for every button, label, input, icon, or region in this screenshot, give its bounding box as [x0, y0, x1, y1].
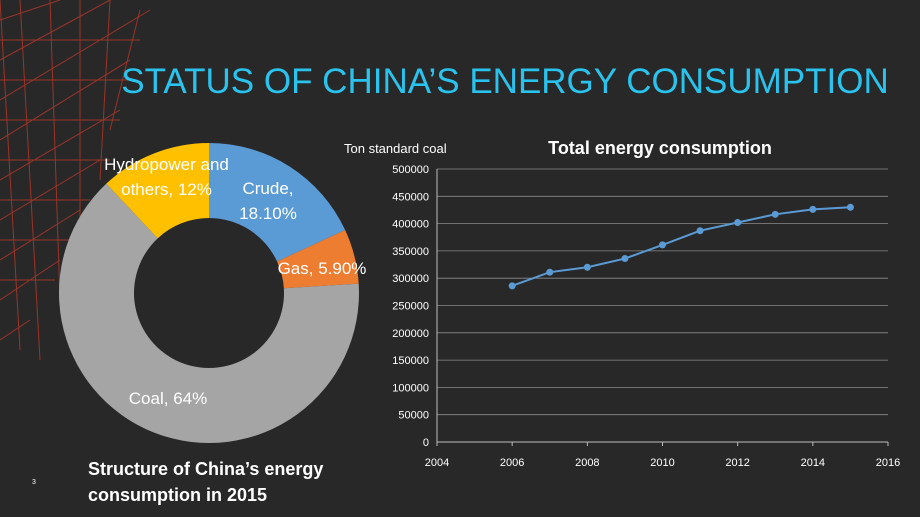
y-tick-label: 150000 — [392, 355, 429, 367]
x-tick-label: 2016 — [876, 457, 900, 469]
chart-title: Total energy consumption — [548, 138, 772, 158]
slice-category: Crude, — [242, 179, 294, 198]
x-tick-label: 2012 — [725, 457, 749, 469]
y-tick-label: 0 — [423, 437, 429, 449]
slice-label: Gas, 5.90% — [262, 256, 382, 281]
slice-label: Hydropower and others, 12% — [104, 152, 229, 202]
y-tick-label: 250000 — [392, 301, 429, 313]
data-point — [696, 227, 704, 235]
x-tick-label: 2004 — [425, 457, 449, 469]
slice-label: Coal, 64% — [108, 386, 228, 411]
slice-category: Hydropower and others, — [104, 155, 229, 199]
x-tick-label: 2014 — [801, 457, 825, 469]
data-point — [583, 263, 591, 271]
data-line — [511, 206, 851, 287]
wireframe-decoration — [0, 0, 151, 361]
page-number: 3 — [32, 479, 36, 486]
y-axis-label: Ton standard coal — [344, 141, 447, 156]
pie-slice — [106, 143, 209, 239]
slice-value-label: 64% — [173, 389, 208, 408]
data-point — [546, 268, 554, 276]
x-tick-label: 2008 — [575, 457, 599, 469]
data-point — [771, 210, 779, 218]
data-point — [508, 282, 516, 290]
data-point — [621, 255, 629, 263]
y-tick-label: 400000 — [392, 219, 429, 231]
y-tick-label: 450000 — [392, 191, 429, 203]
y-tick-label: 500000 — [392, 164, 429, 176]
slice-value-label: 18.10% — [239, 204, 297, 223]
slice-label: Crude, 18.10% — [228, 176, 308, 226]
pie-slice — [277, 229, 359, 289]
y-tick-label: 350000 — [392, 246, 429, 258]
slice-value-label: 12% — [177, 180, 212, 199]
y-tick-label: 300000 — [392, 273, 429, 285]
slice-category: Coal, — [128, 389, 169, 408]
slice-value-label: 5.90% — [318, 259, 367, 278]
data-point — [846, 203, 854, 211]
data-point — [809, 205, 817, 213]
data-point — [734, 219, 742, 227]
y-tick-label: 200000 — [392, 328, 429, 340]
slice-category: Gas, — [277, 259, 314, 278]
pie-slice — [59, 183, 360, 444]
y-tick-label: 50000 — [398, 410, 429, 422]
x-tick-label: 2010 — [650, 457, 674, 469]
pie-slice — [209, 143, 346, 262]
pie-caption: Structure of China’s energy consumption … — [88, 459, 324, 505]
x-tick-label: 2006 — [500, 457, 524, 469]
y-tick-label: 100000 — [392, 382, 429, 394]
slide-title: STATUS OF CHINA’S ENERGY CONSUMPTION — [121, 62, 889, 101]
data-point — [659, 241, 666, 249]
